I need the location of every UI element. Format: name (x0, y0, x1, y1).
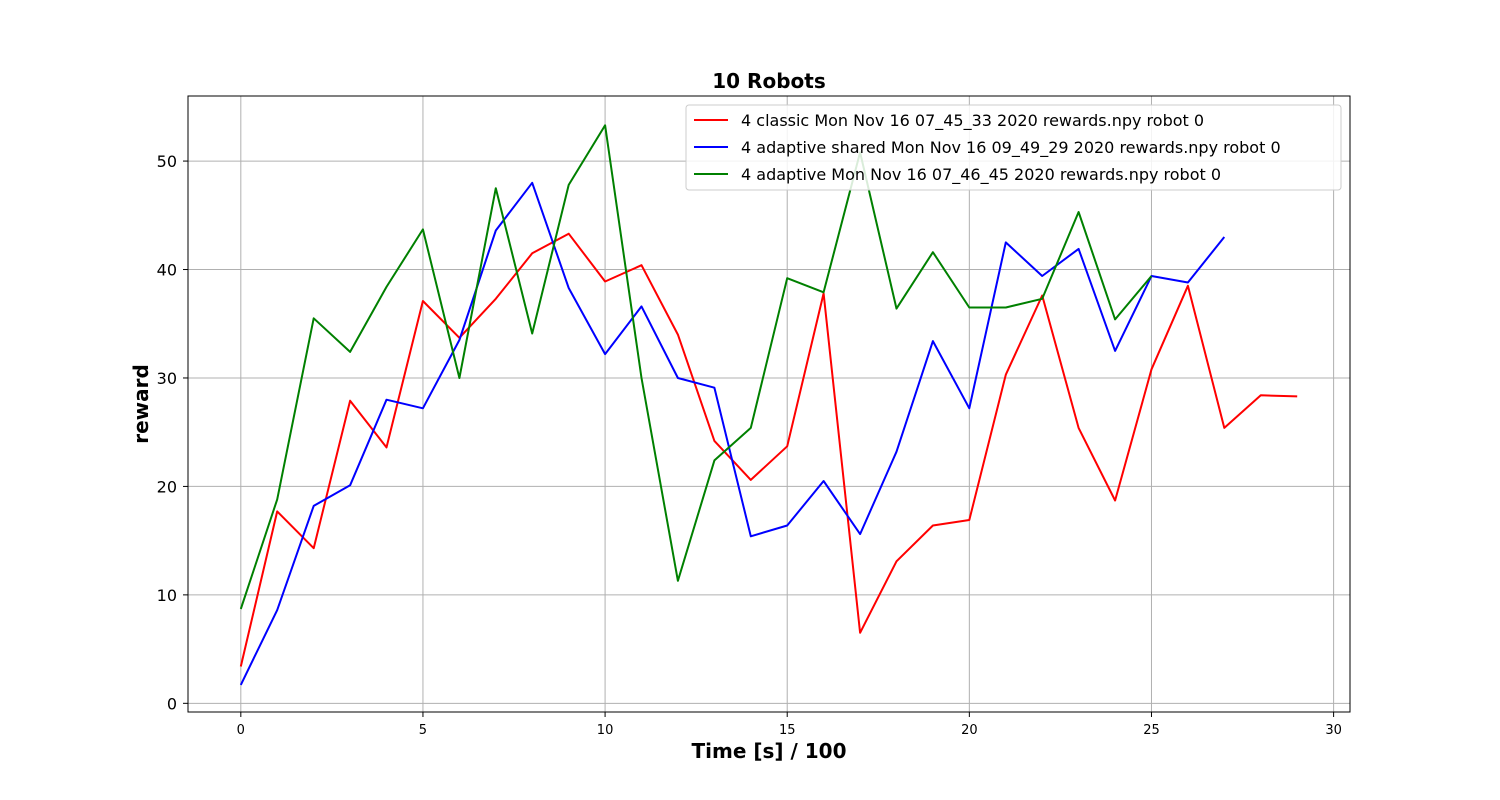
y-tick-label: 10 (157, 586, 177, 605)
x-tick-label: 10 (597, 723, 614, 738)
plot-frame (187, 95, 1351, 713)
x-tick-label: 20 (961, 723, 978, 738)
x-tick-label: 25 (1143, 723, 1160, 738)
series-line-classic (239, 232, 1298, 667)
legend-label-adaptive: 4 adaptive Mon Nov 16 07_46_45 2020 rewa… (741, 165, 1221, 185)
x-tick-label: 0 (237, 723, 245, 738)
y-tick-label: 20 (157, 477, 177, 496)
axis-ticks: 0 5 10 15 20 25 30 0 10 20 30 40 50 (157, 152, 1342, 738)
y-tick-label: 50 (157, 152, 177, 171)
series-line-adaptive (239, 124, 1153, 610)
x-tick-label: 15 (779, 723, 796, 738)
legend-box (685, 104, 1342, 191)
x-axis-label: Time [s] / 100 (691, 739, 846, 763)
grid (188, 96, 1350, 712)
x-tick-label: 30 (1325, 723, 1342, 738)
y-tick-label: 0 (167, 694, 177, 713)
x-tick-label: 5 (419, 723, 427, 738)
y-tick-label: 40 (157, 261, 177, 280)
legend-label-classic: 4 classic Mon Nov 16 07_45_33 2020 rewar… (741, 111, 1204, 131)
series-lines (239, 124, 1298, 686)
legend: 4 classic Mon Nov 16 07_45_33 2020 rewar… (685, 104, 1342, 191)
y-tick-label: 30 (157, 369, 177, 388)
y-axis-label: reward (129, 364, 153, 444)
legend-label-adaptive-shared: 4 adaptive shared Mon Nov 16 09_49_29 20… (741, 138, 1281, 158)
chart-title: 10 Robots (712, 69, 825, 93)
series-line-adaptive-shared (239, 181, 1226, 686)
